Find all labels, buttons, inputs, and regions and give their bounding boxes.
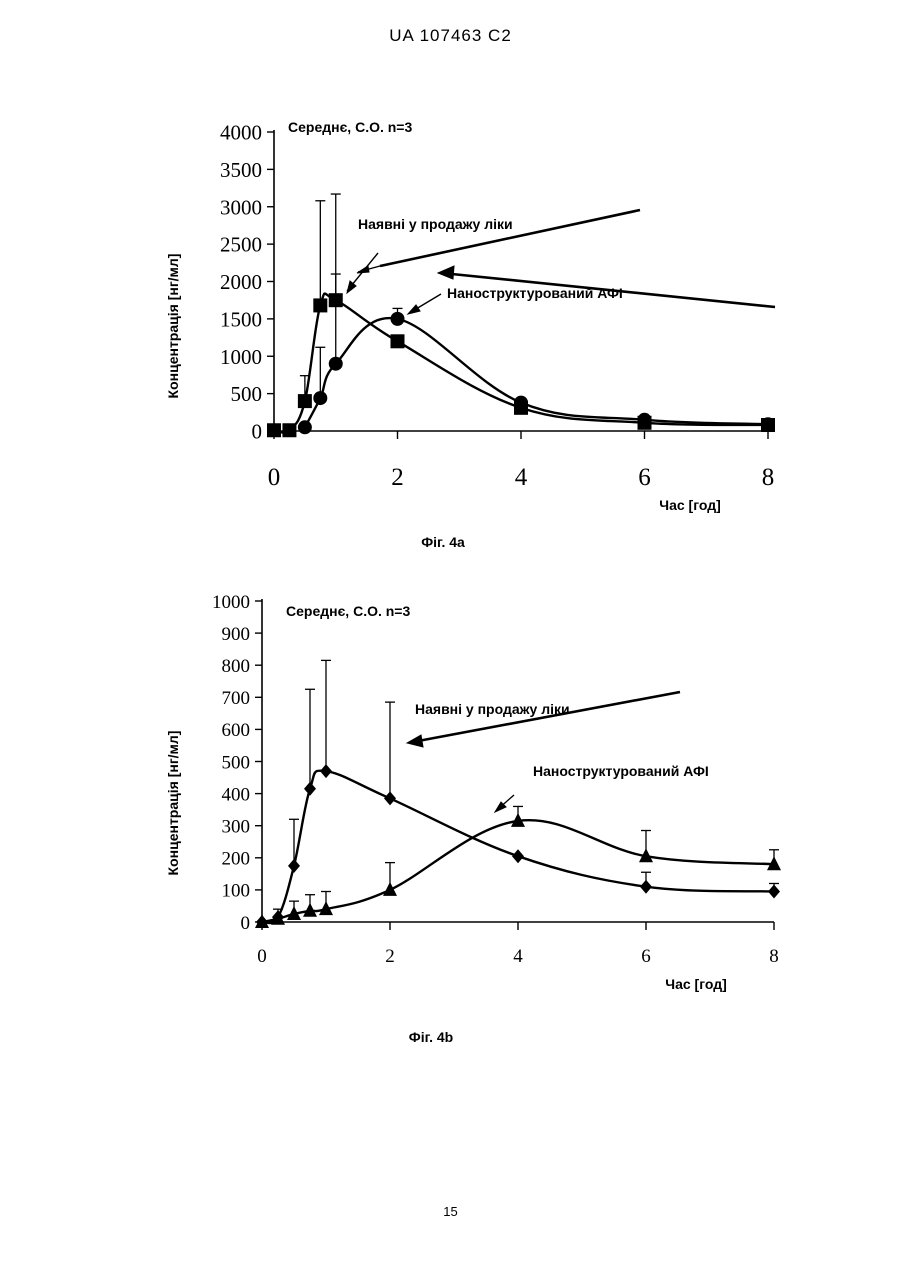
data-point-circle bbox=[638, 413, 652, 427]
x-tick-label: 6 bbox=[641, 946, 651, 967]
chart-4a-ylabel: Концентрація [нг/мл] bbox=[165, 254, 181, 399]
chart-4b-ylabel: Концентрація [нг/мл] bbox=[165, 731, 181, 876]
y-tick-label: 3000 bbox=[220, 195, 262, 219]
data-point-triangle bbox=[383, 882, 397, 896]
y-tick-label: 0 bbox=[252, 420, 263, 444]
y-tick-label: 4000 bbox=[220, 121, 262, 145]
data-point-square bbox=[313, 298, 327, 312]
y-tick-label: 400 bbox=[222, 784, 251, 805]
y-tick-label: 900 bbox=[222, 624, 251, 645]
figure-canvas: 0500100015002000250030003500400002468 Се… bbox=[0, 0, 901, 1273]
data-point-circle bbox=[514, 396, 528, 410]
series-line-1 bbox=[305, 318, 768, 427]
data-point-square bbox=[267, 423, 281, 437]
y-tick-label: 500 bbox=[231, 382, 263, 406]
x-tick-label: 0 bbox=[268, 464, 281, 491]
chart-4a-label-commercial: Наявні у продажу ліки bbox=[358, 216, 513, 232]
chart-4a: 0 500 1000 1500 2000 2500 3000 3500 4000 0 2 4 6 8 Се… bbox=[165, 119, 775, 550]
chart-4b-markers bbox=[255, 764, 781, 929]
y-tick-label: 800 bbox=[222, 656, 251, 677]
chart-4a-label-nano: Наноструктурований АФІ bbox=[447, 285, 623, 301]
y-tick-label: 1500 bbox=[220, 307, 262, 331]
x-tick-label: 4 bbox=[513, 946, 523, 967]
data-point-triangle bbox=[303, 903, 317, 917]
chart-4a-annotation: Середнє, С.О. n=3 bbox=[288, 119, 412, 135]
y-tick-label: 0 bbox=[241, 913, 251, 934]
y-tick-label: 1000 bbox=[220, 345, 262, 369]
data-point-diamond bbox=[384, 791, 396, 805]
x-tick-label: 2 bbox=[385, 946, 395, 967]
chart-4b-error-bars bbox=[273, 660, 779, 918]
x-tick-label: 6 bbox=[638, 464, 651, 491]
data-point-square bbox=[298, 394, 312, 408]
y-tick-label: 300 bbox=[222, 816, 251, 837]
chart-4b-label-commercial: Наявні у продажу ліки bbox=[415, 701, 570, 717]
chart-4b-axes bbox=[262, 599, 774, 922]
y-tick-label: 2000 bbox=[220, 270, 262, 294]
y-tick-label: 200 bbox=[222, 849, 251, 870]
y-tick-label: 3500 bbox=[220, 158, 262, 182]
chart-4b-annotation: Середнє, С.О. n=3 bbox=[286, 603, 410, 619]
data-point-circle bbox=[313, 391, 327, 405]
chart-4b-caption: Фіг. 4b bbox=[409, 1029, 453, 1045]
chart-4b-ticks: 0 100 200 300 400 500 600 700 800 900 1000 0 2 4 6 8 bbox=[212, 592, 779, 967]
y-tick-label: 600 bbox=[222, 720, 251, 741]
data-point-diamond bbox=[288, 859, 300, 873]
data-point-circle bbox=[761, 417, 775, 431]
data-point-square bbox=[391, 334, 405, 348]
data-point-square bbox=[282, 423, 296, 437]
y-tick-label: 1000 bbox=[212, 592, 250, 613]
x-tick-label: 0 bbox=[257, 946, 267, 967]
chart-4b: 0 100 200 300 400 500 600 700 800 900 1000 0 2 4 6 8 Се… bbox=[165, 592, 781, 1045]
x-tick-label: 2 bbox=[391, 464, 404, 491]
data-point-diamond bbox=[768, 885, 780, 899]
y-tick-label: 700 bbox=[222, 688, 251, 709]
y-tick-label: 100 bbox=[222, 881, 251, 902]
x-tick-label: 8 bbox=[769, 946, 779, 967]
chart-4b-label-nano: Наноструктурований АФІ bbox=[533, 763, 709, 779]
chart-4a-xlabel: Час [год] bbox=[659, 497, 721, 513]
chart-4a-caption: Фіг. 4а bbox=[421, 534, 465, 550]
y-tick-label: 2500 bbox=[220, 233, 262, 257]
data-point-diamond bbox=[512, 849, 524, 863]
chart-4a-ticks: 0 500 1000 1500 2000 2500 3000 3500 4000 0 2 4 6 8 bbox=[220, 121, 774, 492]
x-tick-label: 8 bbox=[762, 464, 775, 491]
data-point-diamond bbox=[304, 782, 316, 796]
x-tick-label: 4 bbox=[515, 464, 528, 491]
data-point-circle bbox=[329, 357, 343, 371]
data-point-diamond bbox=[640, 880, 652, 894]
data-point-circle bbox=[391, 312, 405, 326]
data-point-diamond bbox=[320, 764, 332, 778]
series-line-0 bbox=[262, 771, 774, 923]
data-point-circle bbox=[298, 420, 312, 434]
chart-4b-xlabel: Час [год] bbox=[665, 976, 727, 992]
series-line-1 bbox=[262, 820, 774, 922]
y-tick-label: 500 bbox=[222, 752, 251, 773]
chart-4b-curves bbox=[262, 771, 774, 923]
chart-4a-markers bbox=[267, 293, 775, 437]
data-point-square bbox=[329, 293, 343, 307]
page-number: 15 bbox=[0, 1204, 901, 1219]
